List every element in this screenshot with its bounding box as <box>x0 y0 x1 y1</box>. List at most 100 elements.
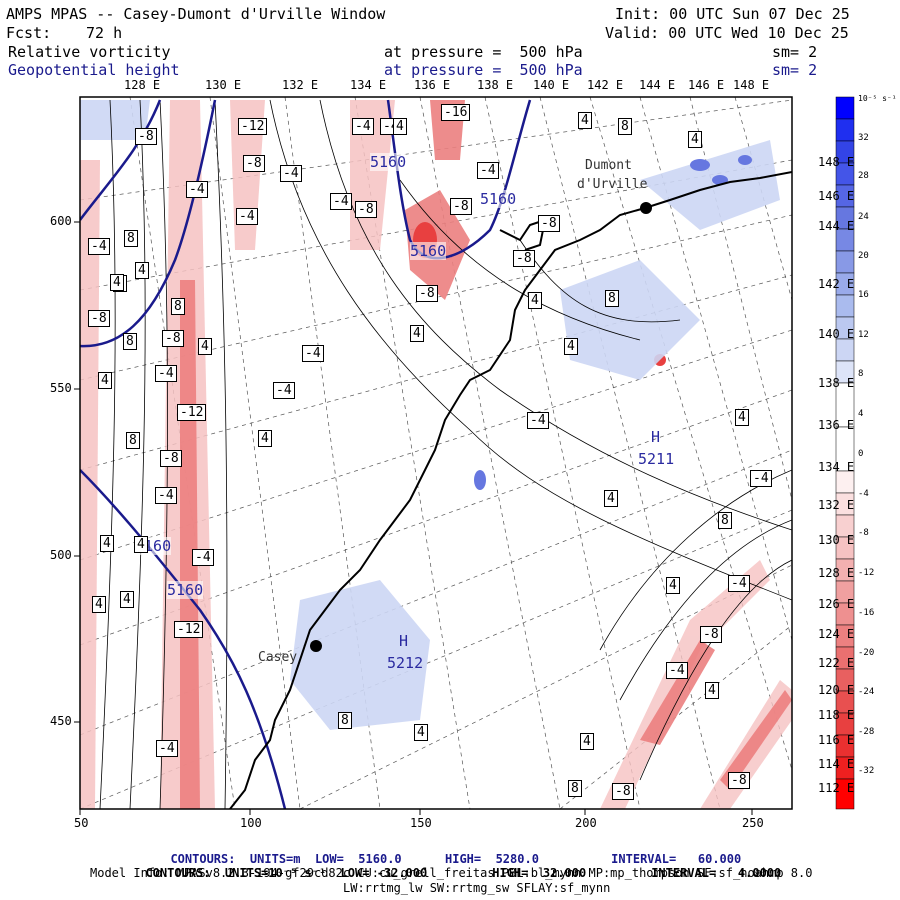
top-lon-label: 128 E <box>124 78 161 92</box>
right-lon-label: 142 E <box>818 277 855 291</box>
init-time: Init: 00 UTC Sun 07 Dec 25 <box>615 5 850 23</box>
field2-level: at pressure = 500 hPa <box>384 61 583 79</box>
colorbar-label: -32 <box>858 766 875 776</box>
vort-label: -8 <box>416 285 438 302</box>
top-lon-label: 136 E <box>414 78 451 92</box>
high-value: 5211 <box>638 450 675 468</box>
colorbar-label: -4 <box>858 489 869 499</box>
y-tick-label: 550 <box>50 381 72 395</box>
colorbar-label: -8 <box>858 528 869 538</box>
vort-label: -8 <box>160 450 182 467</box>
vort-label: -4 <box>156 740 178 757</box>
vort-label: 4 <box>198 338 212 355</box>
colorbar-unit: 10⁻⁵ s⁻¹ <box>858 94 897 103</box>
vort-label: 4 <box>604 490 618 507</box>
colorbar-label: -16 <box>858 608 875 618</box>
field1-level: at pressure = 500 hPa <box>384 43 583 61</box>
right-lon-label: 118 E <box>818 708 855 722</box>
place-label-casey: Casey <box>258 650 298 665</box>
right-lon-label: 112 E <box>818 781 855 795</box>
y-tick-label: 600 <box>50 214 72 228</box>
vort-label: -4 <box>477 162 499 179</box>
right-lon-label: 116 E <box>818 733 855 747</box>
vort-label: -8 <box>728 772 750 789</box>
colorbar-label: -12 <box>858 568 875 578</box>
right-lon-label: 122 E <box>818 656 855 670</box>
right-lon-label: 124 E <box>818 627 855 641</box>
high-marker: H <box>651 428 661 446</box>
vort-label: -8 <box>513 250 535 267</box>
top-lon-label: 142 E <box>587 78 624 92</box>
vort-label: 8 <box>124 230 138 247</box>
colorbar-label: 20 <box>858 251 869 261</box>
vort-label: -4 <box>330 193 352 210</box>
vort-label: 8 <box>123 333 137 350</box>
vort-label: 8 <box>718 512 732 529</box>
right-lon-label: 120 E <box>818 683 855 697</box>
top-lon-label: 140 E <box>533 78 570 92</box>
height-contour-label: 5160 <box>480 190 517 208</box>
right-lon-label: 114 E <box>818 757 855 771</box>
vort-label: -4 <box>186 181 208 198</box>
vort-label: -8 <box>355 201 377 218</box>
place-label-dumont: Dumont <box>585 158 632 173</box>
right-lon-label: 148 E <box>818 155 855 169</box>
vort-label: -8 <box>135 128 157 145</box>
footer-model-info: Model Info: MPASv8.2.3-194-gf29cd82c CU:… <box>90 866 813 880</box>
colorbar-label: 4 <box>858 409 864 419</box>
vort-label: -12 <box>238 118 268 135</box>
vort-label: -8 <box>538 215 560 232</box>
vort-label: 4 <box>666 577 680 594</box>
vort-label: 4 <box>98 372 112 389</box>
colorbar-label: -20 <box>858 648 875 658</box>
vort-label: -4 <box>273 382 295 399</box>
height-contour-label: 5160 <box>370 153 407 171</box>
vort-label: 8 <box>605 290 619 307</box>
casey-marker <box>310 640 322 652</box>
vort-label: 4 <box>92 596 106 613</box>
top-lon-label: 148 E <box>733 78 770 92</box>
top-lon-label: 134 E <box>350 78 387 92</box>
vort-label: -8 <box>450 198 472 215</box>
footer-contour-height: CONTOURS: UNITS=m LOW= 5160.0 HIGH= 5280… <box>170 852 742 866</box>
vort-label: 4 <box>705 682 719 699</box>
top-lon-label: 138 E <box>477 78 514 92</box>
valid-time: Valid: 00 UTC Wed 10 Dec 25 <box>605 24 849 42</box>
vort-label: -4 <box>88 238 110 255</box>
vort-label: 4 <box>120 591 134 608</box>
x-tick-label: 200 <box>575 816 597 830</box>
vort-label: 4 <box>134 536 148 553</box>
vort-label: -8 <box>243 155 265 172</box>
right-lon-label: 130 E <box>818 533 855 547</box>
right-lon-label: 138 E <box>818 376 855 390</box>
vort-label: -4 <box>155 487 177 504</box>
fcst-label: Fcst: <box>6 24 52 42</box>
x-tick-label: 50 <box>74 816 89 830</box>
y-tick-label: 500 <box>50 548 72 562</box>
x-tick-label: 250 <box>742 816 764 830</box>
vort-label: 4 <box>258 430 272 447</box>
top-lon-label: 132 E <box>282 78 319 92</box>
vort-label: 8 <box>126 432 140 449</box>
top-lon-label: 146 E <box>688 78 725 92</box>
right-lon-label: 136 E <box>818 418 855 432</box>
vort-label: -8 <box>88 310 110 327</box>
right-lon-label: 140 E <box>818 327 855 341</box>
colorbar-label: -28 <box>858 727 875 737</box>
vort-label: 8 <box>618 118 632 135</box>
vort-label: -8 <box>700 626 722 643</box>
colorbar-label: 12 <box>858 330 869 340</box>
vort-label: 4 <box>414 724 428 741</box>
colorbar-label: 24 <box>858 212 869 222</box>
vort-label: 4 <box>688 131 702 148</box>
footer-contour-vorticity: CONTOURS: UNITS=10⁻⁵ s⁻¹ LOW= -32.000 HI… <box>145 866 782 880</box>
vort-label: 4 <box>100 535 114 552</box>
right-lon-label: 134 E <box>818 460 855 474</box>
right-lon-label: 128 E <box>818 566 855 580</box>
vort-label: -4 <box>236 208 258 225</box>
x-tick-label: 100 <box>240 816 262 830</box>
place-label-durville: d'Urville <box>577 177 648 192</box>
right-lon-label: 144 E <box>818 219 855 233</box>
footer-radiation-info: LW:rrtmg_lw SW:rrtmg_sw SFLAY:sf_mynn <box>343 881 611 895</box>
